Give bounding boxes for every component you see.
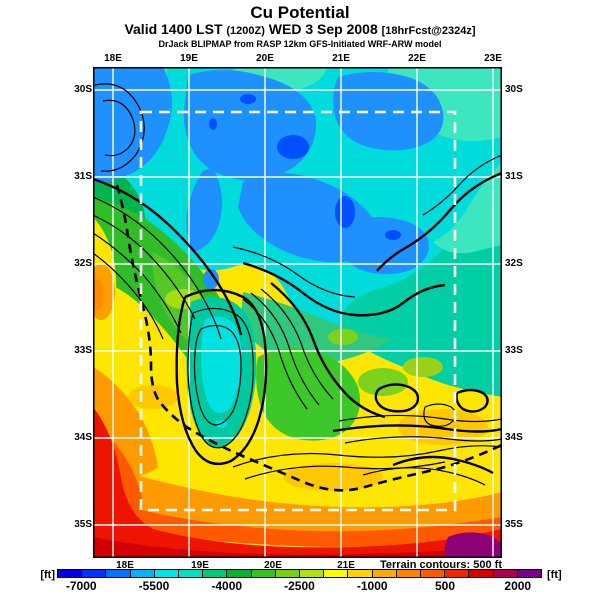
- lon-label-top: 23E: [484, 53, 502, 64]
- lat-label-left: 31S: [74, 171, 92, 182]
- valid-prefix: Valid 1400 LST: [124, 21, 227, 37]
- colorbar-tick: -4000: [211, 579, 243, 593]
- colorbar-segment: [300, 570, 325, 577]
- lon-label-bottom: 21E: [337, 560, 355, 571]
- valid-line: Valid 1400 LST (1200Z) WED 3 Sep 2008 [1…: [0, 21, 600, 37]
- valid-fcst: [18hrFcst@2324z]: [381, 25, 476, 37]
- map-plot: [93, 67, 502, 558]
- colorbar-unit-left: [ft]: [40, 569, 55, 581]
- lat-label-left: 35S: [74, 519, 92, 530]
- model-line: DrJack BLIPMAP from RASP 12km GFS-Initia…: [158, 39, 442, 49]
- colorbar-segment: [106, 570, 131, 577]
- lat-label-right: 35S: [505, 519, 523, 530]
- colorbar-segment: [203, 570, 228, 577]
- valid-date: WED 3 Sep 2008: [264, 21, 382, 37]
- colorbar-segment: [58, 570, 83, 577]
- lat-label-left: 34S: [74, 432, 92, 443]
- map-area: [93, 67, 502, 558]
- colorbar-tick: 2000: [504, 579, 532, 593]
- colorbar-segment: [421, 570, 446, 577]
- lat-label-left: 32S: [74, 258, 92, 269]
- colorbar-tick: -7000: [65, 579, 97, 593]
- colorbar-segment: [324, 570, 349, 577]
- colorbar-segment: [154, 570, 180, 577]
- colorbar: [57, 569, 542, 578]
- lon-label-top: 20E: [256, 53, 274, 64]
- colorbar-segment: [130, 570, 155, 577]
- lon-label-top: 18E: [104, 53, 122, 64]
- terrain-contours: [93, 83, 502, 486]
- lon-label-top: 21E: [332, 53, 350, 64]
- colorbar-segment: [517, 570, 542, 577]
- colorbar-segment: [227, 570, 252, 577]
- lat-label-right: 32S: [505, 258, 523, 269]
- lon-label-top: 22E: [408, 53, 426, 64]
- lon-label-bottom: 19E: [191, 560, 209, 571]
- lat-label-right: 30S: [505, 84, 523, 95]
- colorbar-tick: -1000: [356, 579, 388, 593]
- lat-label-right: 31S: [505, 171, 523, 182]
- colorbar-segment: [251, 570, 276, 577]
- colorbar-tick: 500: [434, 579, 456, 593]
- lon-label-bottom: 18E: [116, 560, 134, 571]
- colorbar-segment: [469, 570, 494, 577]
- terrain-note: Terrain contours: 500 ft: [379, 559, 502, 571]
- lon-label-bottom: 20E: [264, 560, 282, 571]
- colorbar-segment: [275, 570, 301, 577]
- map-border: [93, 67, 502, 558]
- lat-label-right: 34S: [505, 432, 523, 443]
- colorbar-unit-right: [ft]: [547, 569, 562, 581]
- colorbar-segment: [396, 570, 422, 577]
- page-title: Cu Potential: [250, 3, 350, 22]
- colorbar-segment: [179, 570, 204, 577]
- lon-label-top: 19E: [180, 53, 198, 64]
- colorbar-segment: [348, 570, 373, 577]
- colorbar-tick: -5500: [138, 579, 170, 593]
- colorbar-segment: [372, 570, 397, 577]
- colorbar-segment: [493, 570, 518, 577]
- domain-box: [139, 110, 457, 512]
- lat-label-left: 33S: [74, 345, 92, 356]
- colorbar-tick: -2500: [284, 579, 315, 593]
- lat-label-left: 30S: [74, 84, 92, 95]
- lat-label-right: 33S: [505, 345, 523, 356]
- colorbar-segment: [445, 570, 470, 577]
- valid-zulu: (1200Z): [226, 25, 265, 37]
- colorbar-segment: [82, 570, 107, 577]
- fill-layers: [93, 67, 502, 558]
